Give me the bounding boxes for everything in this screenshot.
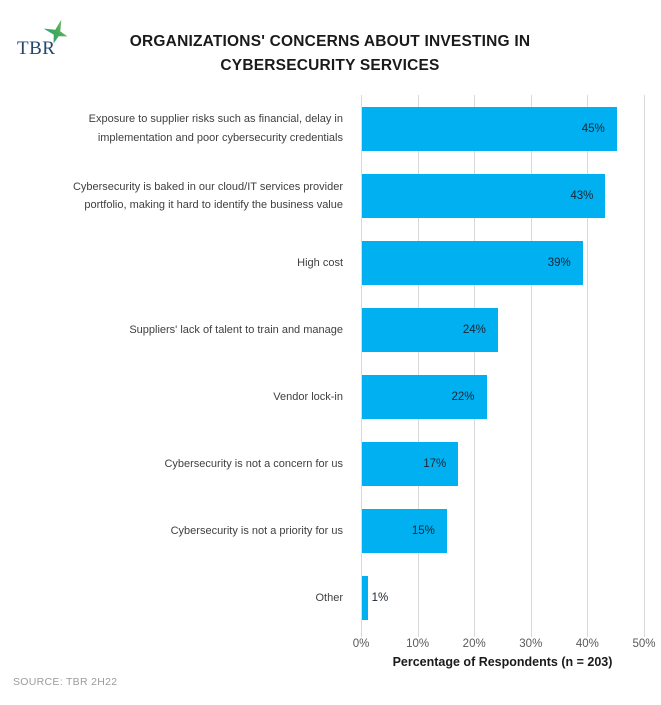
x-axis-ticks: 0% 10% 20% 30% 40% 50% — [353, 638, 656, 654]
value-label: 15% — [411, 525, 435, 538]
gridline — [587, 95, 589, 637]
gridline — [417, 95, 419, 637]
x-tick-label: 30% — [519, 638, 543, 650]
tbr-star-icon — [43, 19, 68, 44]
x-tick-label: 50% — [632, 638, 656, 650]
bar-2 — [362, 173, 606, 218]
category-labels: Exposure to supplier risks such as finan… — [0, 95, 352, 632]
category-label: Cybersecurity is not a priority for us — [170, 525, 343, 538]
plot-area: 45% 43% 39% 24% 22% 17% 15% 1% — [361, 95, 645, 637]
tbr-logo-graphic: TBR — [17, 19, 68, 59]
bar-6 — [362, 442, 459, 487]
x-tick-label: 20% — [462, 638, 486, 650]
gridline — [474, 95, 476, 637]
value-label: 24% — [462, 323, 486, 336]
value-label: 39% — [547, 256, 571, 269]
bar-5 — [362, 375, 487, 420]
x-axis-title: Percentage of Respondents (n = 203) — [392, 655, 613, 669]
value-label: 22% — [451, 391, 475, 404]
category-label: Vendor lock-in — [273, 390, 343, 403]
x-tick-label: 0% — [352, 638, 370, 650]
value-label: 43% — [570, 189, 594, 202]
bar-1 — [362, 106, 617, 151]
bar-4 — [362, 307, 498, 352]
chart-title: ORGANIZATIONS' CONCERNS ABOUT INVESTING … — [95, 30, 565, 78]
category-label: Cybersecurity is not a concern for us — [164, 458, 343, 471]
category-label: High cost — [297, 256, 343, 269]
bar-7 — [362, 509, 447, 554]
category-label: Exposure to supplier risks such as finan… — [88, 113, 343, 144]
category-label: Other — [315, 592, 343, 605]
gridline — [361, 95, 362, 637]
chart-title-line2: CYBERSECURITY SERVICES — [220, 57, 440, 75]
x-tick-label: 10% — [406, 638, 430, 650]
tbr-logo: TBR — [12, 18, 74, 64]
value-label: 45% — [581, 122, 605, 135]
value-label: 17% — [423, 458, 447, 471]
bar-8 — [362, 576, 368, 621]
source-note: SOURCE: TBR 2H22 — [13, 676, 118, 688]
category-label: Suppliers' lack of talent to train and m… — [129, 323, 343, 336]
value-label: 1% — [371, 592, 389, 605]
category-label: Cybersecurity is baked in our cloud/IT s… — [72, 180, 343, 211]
gridline — [530, 95, 532, 637]
chart-title-line1: ORGANIZATIONS' CONCERNS ABOUT INVESTING … — [129, 33, 531, 50]
tbr-logo-text: TBR — [17, 38, 55, 59]
bar-3 — [362, 240, 583, 285]
gridline — [644, 95, 645, 637]
x-tick-label: 40% — [575, 638, 599, 650]
